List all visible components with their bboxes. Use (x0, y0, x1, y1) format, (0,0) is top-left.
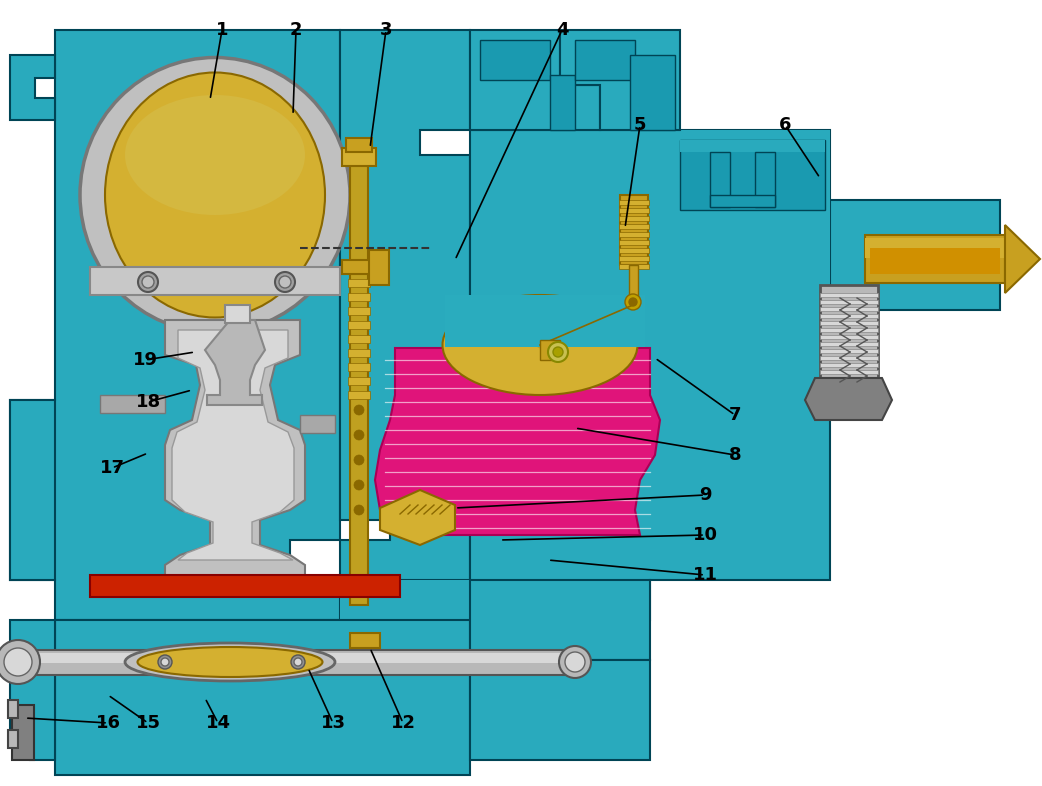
FancyBboxPatch shape (755, 152, 775, 207)
FancyBboxPatch shape (348, 391, 370, 399)
Polygon shape (165, 320, 305, 590)
Text: 9: 9 (699, 486, 712, 504)
Polygon shape (10, 55, 55, 120)
Circle shape (354, 505, 364, 515)
FancyBboxPatch shape (550, 75, 575, 130)
Circle shape (138, 272, 158, 292)
Text: 13: 13 (321, 714, 346, 732)
FancyBboxPatch shape (820, 342, 878, 346)
Polygon shape (470, 30, 600, 130)
Text: 4: 4 (555, 21, 568, 39)
Polygon shape (380, 490, 455, 545)
Circle shape (142, 276, 154, 288)
FancyBboxPatch shape (445, 295, 645, 347)
FancyBboxPatch shape (300, 415, 334, 433)
Circle shape (4, 648, 32, 676)
FancyBboxPatch shape (348, 335, 370, 343)
FancyBboxPatch shape (710, 152, 730, 207)
Circle shape (354, 480, 364, 490)
Text: 7: 7 (728, 406, 741, 424)
Polygon shape (55, 580, 470, 660)
FancyBboxPatch shape (629, 265, 638, 300)
Ellipse shape (125, 643, 334, 681)
Circle shape (553, 347, 563, 357)
FancyBboxPatch shape (820, 293, 878, 297)
Circle shape (162, 658, 169, 666)
FancyBboxPatch shape (820, 335, 878, 339)
FancyBboxPatch shape (619, 232, 649, 237)
FancyBboxPatch shape (348, 307, 370, 315)
Text: 11: 11 (693, 566, 718, 584)
Text: 10: 10 (693, 526, 718, 544)
FancyBboxPatch shape (348, 349, 370, 357)
Circle shape (275, 272, 295, 292)
Circle shape (354, 430, 364, 440)
FancyBboxPatch shape (342, 148, 376, 166)
Polygon shape (1004, 225, 1040, 293)
Ellipse shape (138, 647, 323, 677)
FancyBboxPatch shape (820, 356, 878, 360)
FancyBboxPatch shape (820, 285, 878, 380)
Text: 6: 6 (778, 116, 791, 134)
Polygon shape (805, 378, 892, 420)
Text: 3: 3 (379, 21, 392, 39)
Text: 12: 12 (391, 714, 416, 732)
Text: 14: 14 (205, 714, 230, 732)
FancyBboxPatch shape (10, 653, 580, 663)
FancyBboxPatch shape (680, 140, 825, 152)
Polygon shape (830, 200, 1000, 310)
Circle shape (559, 646, 591, 678)
Text: 18: 18 (135, 393, 160, 411)
FancyBboxPatch shape (820, 377, 878, 381)
FancyBboxPatch shape (870, 248, 1000, 274)
Text: 2: 2 (290, 21, 302, 39)
FancyBboxPatch shape (350, 155, 368, 605)
FancyBboxPatch shape (8, 730, 18, 748)
Polygon shape (340, 30, 470, 580)
FancyBboxPatch shape (348, 363, 370, 371)
Polygon shape (375, 348, 660, 535)
Circle shape (291, 655, 305, 669)
FancyBboxPatch shape (619, 240, 649, 245)
FancyBboxPatch shape (445, 295, 645, 347)
Ellipse shape (443, 295, 638, 395)
FancyBboxPatch shape (346, 138, 372, 152)
FancyBboxPatch shape (90, 575, 400, 597)
Ellipse shape (105, 72, 325, 318)
Ellipse shape (80, 57, 350, 332)
FancyBboxPatch shape (630, 55, 675, 130)
FancyBboxPatch shape (820, 314, 878, 318)
Circle shape (629, 298, 637, 306)
Text: 19: 19 (132, 351, 157, 369)
FancyBboxPatch shape (90, 267, 340, 295)
FancyBboxPatch shape (820, 349, 878, 353)
FancyBboxPatch shape (348, 279, 370, 287)
FancyBboxPatch shape (820, 328, 878, 332)
Text: 16: 16 (96, 714, 121, 732)
Ellipse shape (125, 95, 305, 215)
Circle shape (0, 640, 40, 684)
FancyBboxPatch shape (348, 377, 370, 385)
Polygon shape (10, 400, 55, 580)
FancyBboxPatch shape (55, 620, 470, 775)
FancyBboxPatch shape (820, 307, 878, 311)
FancyBboxPatch shape (100, 395, 165, 413)
FancyBboxPatch shape (619, 200, 649, 205)
FancyBboxPatch shape (620, 195, 648, 265)
FancyBboxPatch shape (348, 265, 370, 273)
FancyBboxPatch shape (619, 224, 649, 229)
FancyBboxPatch shape (820, 321, 878, 325)
Text: 1: 1 (216, 21, 228, 39)
Circle shape (158, 655, 172, 669)
Polygon shape (172, 330, 294, 560)
FancyBboxPatch shape (710, 195, 775, 207)
FancyBboxPatch shape (680, 140, 825, 210)
FancyBboxPatch shape (350, 633, 380, 648)
Text: 17: 17 (99, 459, 124, 477)
FancyBboxPatch shape (470, 660, 650, 760)
Text: 15: 15 (135, 714, 160, 732)
FancyBboxPatch shape (575, 40, 635, 80)
FancyBboxPatch shape (225, 305, 250, 323)
FancyBboxPatch shape (348, 293, 370, 301)
